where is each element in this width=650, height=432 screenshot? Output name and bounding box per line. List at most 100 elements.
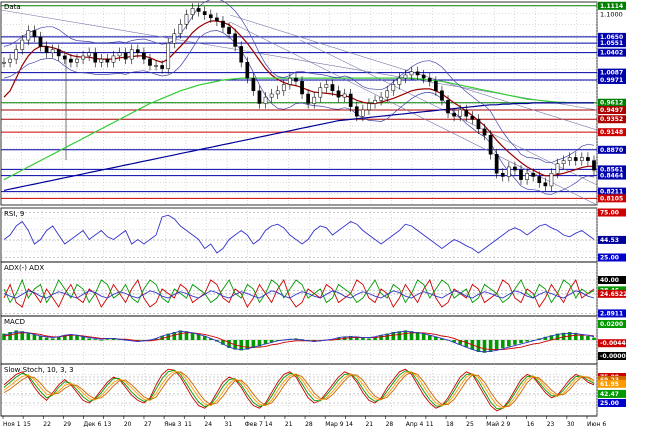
candle-body bbox=[476, 119, 481, 130]
x-tick-label: 25 bbox=[466, 421, 474, 428]
macd-histogram-bar bbox=[397, 331, 402, 340]
price-tag-bg bbox=[598, 75, 626, 84]
envelope-band bbox=[3, 30, 595, 195]
macd-signal-line bbox=[3, 330, 595, 353]
x-tick-label: 16 bbox=[527, 421, 535, 428]
candle-body bbox=[379, 96, 383, 101]
price-tag-label: 0.9497 bbox=[600, 107, 623, 114]
candle-body bbox=[519, 169, 523, 180]
x-tick-label: Ноя 1 bbox=[3, 421, 21, 428]
x-tick-label: Фев 7 bbox=[245, 421, 263, 428]
candle-body bbox=[105, 58, 110, 63]
candle-body bbox=[470, 115, 475, 120]
candle-body bbox=[373, 100, 377, 104]
x-tick-label: 28 bbox=[386, 421, 394, 428]
level-tag-bg bbox=[598, 309, 626, 318]
candle-body bbox=[421, 74, 426, 79]
macd-histogram-bar bbox=[573, 332, 578, 340]
price-tag-label: 0.9612 bbox=[600, 100, 623, 107]
macd-histogram-bar bbox=[525, 340, 529, 342]
macd-histogram-bar bbox=[507, 340, 511, 347]
x-tick-label: 29 bbox=[63, 421, 71, 428]
price-tag-label: 0.8464 bbox=[600, 173, 623, 180]
series-line bbox=[3, 278, 595, 304]
macd-histogram-bar bbox=[93, 339, 98, 340]
x-tick-label: 24 bbox=[204, 421, 212, 428]
candle-body bbox=[361, 109, 365, 117]
candle-body bbox=[300, 81, 304, 95]
trend-channel-line bbox=[229, 14, 598, 131]
candle-body bbox=[154, 65, 158, 67]
candle-body bbox=[208, 14, 213, 19]
candle-body bbox=[275, 90, 280, 95]
macd-histogram-bar bbox=[63, 335, 67, 340]
series-line bbox=[3, 278, 595, 308]
macd-histogram-bar bbox=[26, 332, 31, 340]
x-tick-label: 18 bbox=[446, 421, 454, 428]
x-tick-label: 30 bbox=[567, 421, 575, 428]
macd-histogram-bar bbox=[8, 332, 12, 340]
macd-histogram-bar bbox=[440, 338, 444, 340]
x-tick-label: 13 bbox=[104, 421, 112, 428]
adx-pane-title: ADX(-) ADX bbox=[4, 264, 44, 272]
candle-body bbox=[488, 134, 493, 155]
candle-body bbox=[579, 157, 584, 161]
price-tag-bg bbox=[598, 194, 626, 203]
candle-body bbox=[8, 58, 12, 63]
candle-body bbox=[69, 58, 73, 63]
macd-histogram-bar bbox=[434, 336, 438, 340]
candle-body bbox=[123, 52, 128, 60]
macd-signal-line bbox=[3, 332, 595, 351]
candle-body bbox=[38, 36, 43, 47]
candle-body bbox=[336, 90, 341, 98]
level-tag-label: 42.47 bbox=[600, 391, 619, 398]
candle-body bbox=[62, 55, 67, 60]
x-tick-label: Май 2 bbox=[486, 421, 505, 428]
candle-body bbox=[245, 62, 250, 79]
candle-body bbox=[543, 182, 548, 187]
candle-body bbox=[330, 84, 335, 92]
price-tag-label: 1.1114 bbox=[600, 3, 623, 10]
price-tag-bg bbox=[598, 48, 626, 57]
series-line bbox=[3, 290, 595, 299]
macd-histogram-bar bbox=[555, 333, 560, 340]
candle-body bbox=[427, 77, 432, 82]
x-tick-label: 14 bbox=[345, 421, 353, 428]
macd-histogram-bar bbox=[75, 335, 79, 340]
series-line bbox=[3, 370, 595, 409]
candle-body bbox=[160, 65, 164, 69]
macd-histogram-bar bbox=[513, 340, 517, 345]
candle-body bbox=[93, 52, 98, 63]
level-tag-bg bbox=[598, 253, 626, 262]
price-tag-bg bbox=[598, 1, 626, 10]
macd-histogram-bar bbox=[482, 340, 487, 353]
macd-histogram-bar bbox=[227, 340, 231, 348]
price-tag-bg bbox=[598, 68, 626, 77]
macd-histogram-bar bbox=[209, 338, 213, 340]
macd-histogram-bar bbox=[178, 330, 183, 340]
candle-body bbox=[452, 112, 456, 117]
price-tag-label: 0.8105 bbox=[600, 195, 623, 202]
macd-histogram-bar bbox=[592, 337, 596, 340]
candle-body bbox=[56, 49, 61, 57]
macd-histogram-bar bbox=[403, 330, 408, 340]
candle-body bbox=[178, 23, 183, 34]
price-tag-label: 1.0650 bbox=[600, 34, 623, 41]
x-tick-label: Апр 4 bbox=[406, 421, 424, 428]
macd-histogram-bar bbox=[99, 340, 104, 341]
series-line bbox=[3, 368, 595, 412]
candle-body bbox=[202, 11, 207, 15]
macd-histogram-bar bbox=[580, 334, 584, 340]
macd-histogram-bar bbox=[379, 335, 383, 340]
macd-histogram-bar bbox=[251, 340, 256, 348]
level-tag-bg bbox=[598, 399, 626, 407]
candle-body bbox=[306, 93, 310, 104]
candle-body bbox=[342, 93, 347, 98]
candle-body bbox=[513, 166, 517, 171]
candle-body bbox=[573, 157, 578, 161]
macd-histogram-bar bbox=[105, 339, 110, 340]
candle-body bbox=[385, 90, 390, 98]
candle-body bbox=[561, 160, 566, 165]
level-tag-bg bbox=[598, 276, 626, 284]
macd-histogram-bar bbox=[361, 337, 365, 340]
